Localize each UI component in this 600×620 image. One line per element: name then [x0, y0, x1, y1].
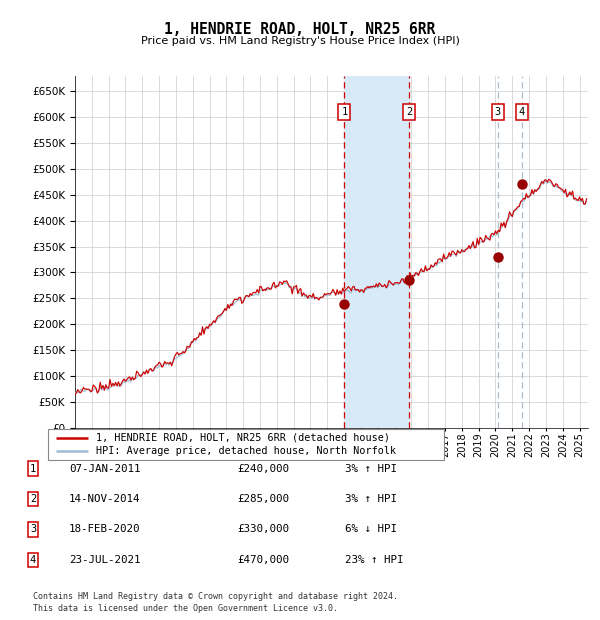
Text: £240,000: £240,000: [237, 464, 289, 474]
Text: 1: 1: [341, 107, 347, 117]
Text: 4: 4: [30, 555, 36, 565]
Text: This data is licensed under the Open Government Licence v3.0.: This data is licensed under the Open Gov…: [33, 603, 338, 613]
Text: 1, HENDRIE ROAD, HOLT, NR25 6RR (detached house): 1, HENDRIE ROAD, HOLT, NR25 6RR (detache…: [95, 433, 389, 443]
Text: 07-JAN-2011: 07-JAN-2011: [69, 464, 140, 474]
Text: 14-NOV-2014: 14-NOV-2014: [69, 494, 140, 504]
Text: £470,000: £470,000: [237, 555, 289, 565]
Text: 4: 4: [518, 107, 525, 117]
Text: 3: 3: [30, 525, 36, 534]
Text: 2: 2: [406, 107, 412, 117]
Text: Price paid vs. HM Land Registry's House Price Index (HPI): Price paid vs. HM Land Registry's House …: [140, 36, 460, 46]
Text: 3% ↑ HPI: 3% ↑ HPI: [345, 464, 397, 474]
Text: 2: 2: [30, 494, 36, 504]
Text: 18-FEB-2020: 18-FEB-2020: [69, 525, 140, 534]
Text: £285,000: £285,000: [237, 494, 289, 504]
Text: 1: 1: [30, 464, 36, 474]
Text: 1, HENDRIE ROAD, HOLT, NR25 6RR: 1, HENDRIE ROAD, HOLT, NR25 6RR: [164, 22, 436, 37]
FancyBboxPatch shape: [48, 429, 444, 460]
Text: 3% ↑ HPI: 3% ↑ HPI: [345, 494, 397, 504]
Text: HPI: Average price, detached house, North Norfolk: HPI: Average price, detached house, Nort…: [95, 446, 395, 456]
Bar: [344, 76, 409, 428]
Text: Contains HM Land Registry data © Crown copyright and database right 2024.: Contains HM Land Registry data © Crown c…: [33, 592, 398, 601]
Text: 23-JUL-2021: 23-JUL-2021: [69, 555, 140, 565]
Text: £330,000: £330,000: [237, 525, 289, 534]
Text: 3: 3: [494, 107, 501, 117]
Text: 6% ↓ HPI: 6% ↓ HPI: [345, 525, 397, 534]
Text: 23% ↑ HPI: 23% ↑ HPI: [345, 555, 404, 565]
